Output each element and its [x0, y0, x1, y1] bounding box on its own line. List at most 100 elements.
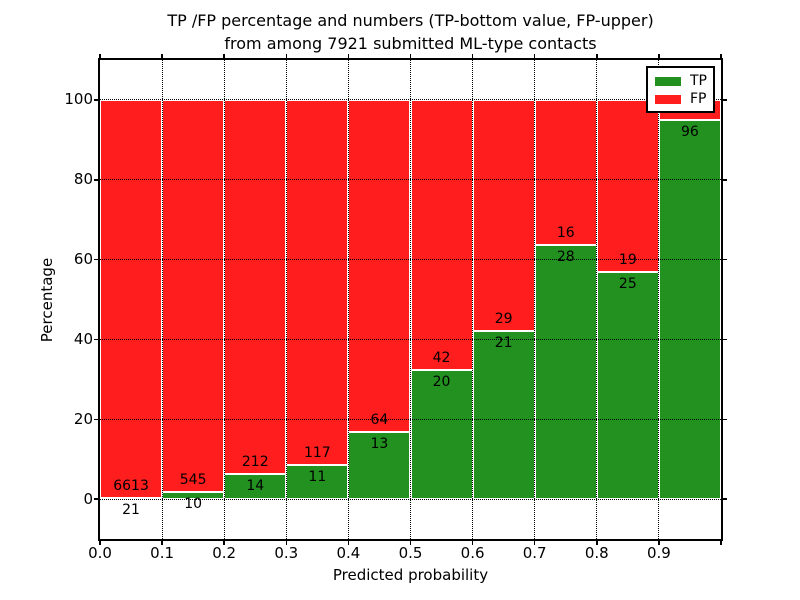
v-gridline	[347, 60, 349, 539]
bar-tp-label: 28	[556, 249, 575, 266]
bar-fp-segment	[224, 99, 287, 475]
bar-tp-label: 11	[308, 468, 327, 485]
x-tick	[99, 54, 101, 58]
x-tick-label: 0.8	[584, 544, 609, 562]
y-tick	[94, 99, 98, 101]
x-tick	[161, 54, 163, 58]
x-tick-label: 0.9	[646, 544, 671, 562]
bar-tp-label: 21	[122, 501, 140, 518]
x-axis-label: Predicted probability	[332, 566, 489, 584]
bar-tp-segment	[348, 431, 411, 500]
x-tick	[471, 54, 474, 58]
x-tick	[347, 541, 350, 545]
chart-title-line1: TP /FP percentage and numbers (TP-bottom…	[167, 11, 654, 30]
x-tick-label: 0.0	[88, 544, 112, 562]
x-tick-label: 0.7	[522, 544, 547, 562]
x-tick	[223, 54, 225, 58]
y-tick-label: 0	[83, 489, 93, 508]
bar-tp-segment	[162, 491, 225, 500]
y-tick	[94, 418, 98, 420]
bar-fp-segment	[162, 99, 225, 492]
bar-fp-segment	[100, 99, 163, 498]
y-tick	[94, 338, 98, 341]
y-tick	[723, 179, 727, 181]
x-tick	[99, 541, 101, 545]
v-gridline	[596, 60, 598, 539]
bar-fp-segment	[348, 99, 411, 432]
y-tick	[94, 258, 98, 261]
y-tick	[94, 179, 98, 181]
bar-fp-label: 212	[241, 454, 269, 471]
x-tick	[596, 541, 598, 545]
v-gridline	[223, 60, 225, 539]
x-tick-label: 0.6	[460, 544, 485, 562]
x-tick	[285, 54, 288, 58]
legend-fp-label: FP	[690, 91, 707, 107]
plot-area: 6613 21 545 10 212 14 117 11 64 13 42 20 29 21 16 28 19 2…	[94, 54, 727, 545]
x-tick	[285, 541, 288, 545]
legend-item-fp: FP	[655, 92, 713, 107]
chart-title: TP /FP percentage and numbers (TP-bottom…	[100, 9, 721, 55]
x-tick	[720, 541, 722, 545]
bar-fp-segment	[410, 99, 473, 371]
legend-item-tp: TP	[655, 74, 713, 89]
bar-fp-label: 64	[370, 411, 389, 428]
x-tick	[658, 54, 660, 58]
bar-fp-segment	[596, 99, 659, 273]
x-tick	[223, 541, 225, 545]
bar-tp-label: 20	[432, 374, 451, 391]
y-tick-label: 60	[73, 250, 93, 269]
x-tick	[471, 541, 474, 545]
bar-tp-segment	[286, 464, 349, 500]
y-tick	[723, 498, 727, 500]
bar-tp-label: 25	[618, 276, 637, 293]
bar-fp-segment	[534, 99, 597, 246]
x-tick-label: 0.4	[336, 544, 361, 562]
chart-title-line2: from among 7921 submitted ML-type contac…	[224, 34, 597, 53]
bar-fp-label: 19	[618, 252, 637, 269]
x-tick-label: 0.5	[398, 544, 423, 562]
y-tick-label: 40	[73, 329, 93, 348]
bar-fp-segment	[472, 99, 535, 332]
x-tick-label: 0.3	[274, 544, 299, 562]
v-gridline	[472, 60, 474, 539]
bar-tp-label: 10	[184, 495, 203, 512]
y-tick-label: 20	[73, 409, 93, 428]
x-tick	[347, 54, 350, 58]
bar-fp-label: 16	[556, 225, 575, 242]
bar-fp-label: 42	[432, 350, 451, 367]
bar-tp-segment	[472, 331, 535, 500]
x-tick	[658, 541, 660, 545]
bar-fp-segment	[286, 99, 349, 465]
x-tick	[409, 54, 412, 58]
x-tick	[533, 541, 536, 545]
legend: TP FP	[646, 66, 715, 113]
bar-tp-segment	[534, 245, 597, 500]
x-tick	[161, 541, 163, 545]
bar-tp-segment	[410, 370, 473, 500]
x-tick	[533, 54, 536, 58]
legend-tp-label: TP	[690, 73, 707, 89]
v-gridline	[161, 60, 163, 539]
bar-fp-label: 117	[303, 444, 331, 461]
y-tick	[723, 258, 727, 261]
bar-tp-label: 14	[246, 478, 265, 495]
y-tick-label: 100	[64, 90, 93, 109]
y-tick	[723, 99, 727, 101]
x-tick	[720, 54, 722, 58]
y-tick-label: 80	[73, 170, 93, 189]
bar-tp-label: 96	[681, 123, 699, 140]
y-tick	[723, 418, 727, 420]
bar-fp-label: 545	[179, 471, 207, 488]
bar-tp-segment	[224, 474, 287, 500]
v-gridline	[658, 60, 660, 539]
bar-tp-label: 21	[494, 335, 513, 352]
y-tick	[94, 498, 98, 500]
bar-tp-segment	[596, 272, 659, 500]
bar-tp-label: 13	[370, 435, 389, 452]
bar-fp-label: 6613	[113, 477, 149, 494]
x-tick-label: 0.1	[150, 544, 175, 562]
legend-tp-swatch	[655, 77, 681, 86]
x-tick	[409, 541, 412, 545]
